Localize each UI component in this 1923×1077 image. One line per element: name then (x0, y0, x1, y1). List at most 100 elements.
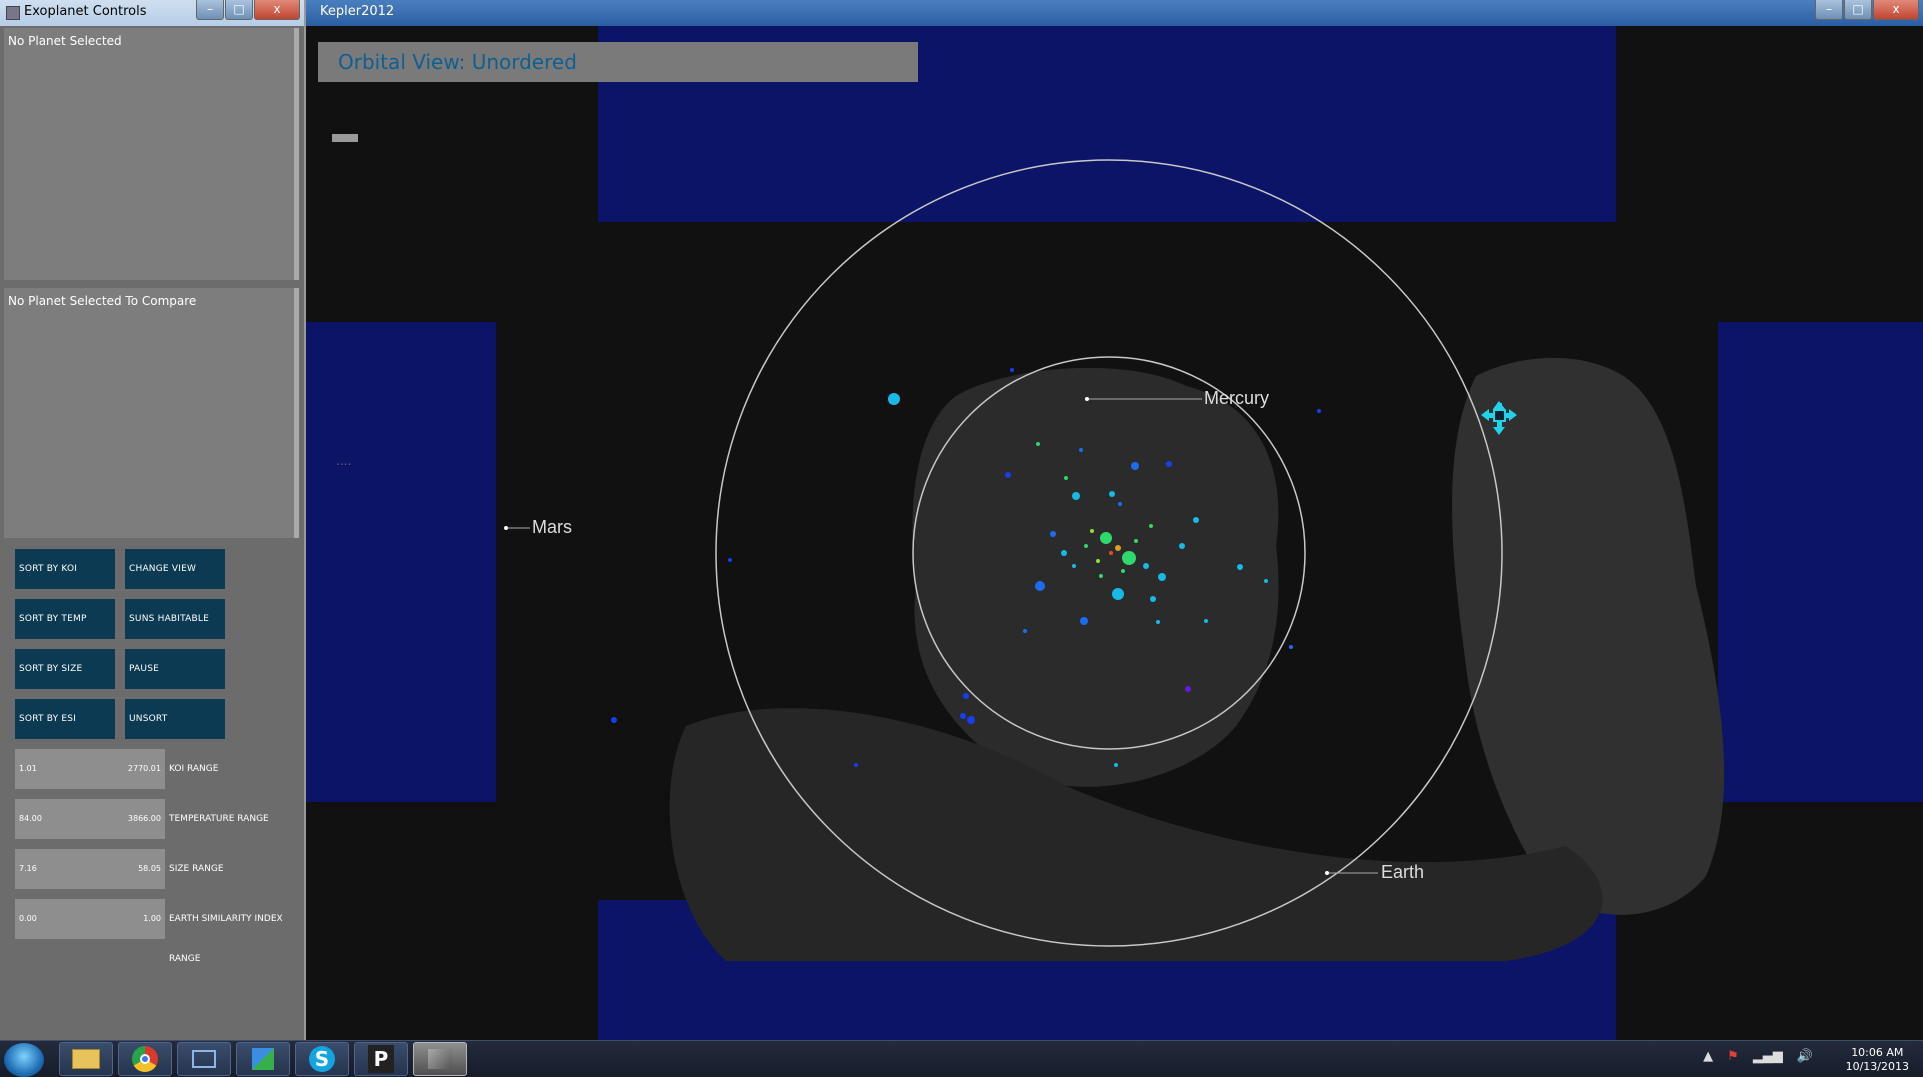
exoplanet-dot[interactable] (1079, 448, 1083, 452)
skype-icon[interactable]: S (295, 1042, 349, 1076)
mars-marker[interactable] (504, 526, 508, 530)
show-hidden-icons-icon[interactable]: ▲ (1703, 1049, 1714, 1064)
controls-titlebar[interactable]: Exoplanet Controls – □ x (0, 0, 304, 26)
exoplanet-dot[interactable] (1237, 564, 1243, 570)
exoplanet-dot[interactable] (1100, 532, 1112, 544)
temperature-range-slider[interactable]: 84.00 3866.00 (15, 799, 165, 839)
blue-panel-left (306, 322, 496, 802)
minimize-button[interactable]: – (196, 0, 224, 20)
mercury-marker[interactable] (1085, 397, 1089, 401)
exoplanet-dot[interactable] (1023, 629, 1027, 633)
esi-range-low: 0.00 (19, 914, 37, 923)
exoplanet-dot[interactable] (1050, 531, 1056, 537)
size-range-slider[interactable]: 7.16 58.05 (15, 849, 165, 889)
exoplanet-dot[interactable] (1158, 573, 1166, 581)
exoplanet-dot[interactable] (1193, 517, 1199, 523)
exoplanet-dot[interactable] (1166, 461, 1172, 467)
exoplanet-dot[interactable] (1143, 563, 1149, 569)
scrollbar[interactable] (294, 288, 299, 538)
exoplanet-dot[interactable] (1179, 543, 1185, 549)
exoplanet-dot[interactable] (1090, 529, 1094, 533)
sort-by-koi-button[interactable]: SORT BY KOI (15, 549, 115, 589)
main-titlebar[interactable]: Kepler2012 – □ x (306, 0, 1923, 26)
exoplanet-controls-window: Exoplanet Controls – □ x No Planet Selec… (0, 0, 306, 1040)
exoplanet-dot[interactable] (967, 716, 975, 724)
exoplanet-dot[interactable] (728, 558, 732, 562)
koi-range-slider[interactable]: 1.01 2770.01 (15, 749, 165, 789)
sort-by-size-button[interactable]: SORT BY SIZE (15, 649, 115, 689)
network-signal-icon[interactable]: ▂▄▆ (1752, 1049, 1783, 1064)
orbital-scene: Mercury Mars Earth (306, 26, 1923, 1040)
exoplanet-dot[interactable] (1149, 524, 1153, 528)
chrome-icon[interactable] (118, 1042, 172, 1076)
sort-by-temp-button[interactable]: SORT BY TEMP (15, 599, 115, 639)
exoplanet-dot[interactable] (1156, 620, 1160, 624)
background-cloud (912, 367, 1279, 787)
exoplanet-dot[interactable] (611, 717, 617, 723)
pause-button[interactable]: PAUSE (125, 649, 225, 689)
exoplanet-dot[interactable] (1084, 544, 1088, 548)
earth-label: Earth (1381, 862, 1424, 882)
exoplanet-dot[interactable] (1061, 550, 1067, 556)
exoplanet-dot[interactable] (1131, 462, 1139, 470)
exoplanet-dot[interactable] (1010, 368, 1014, 372)
volume-icon[interactable]: 🔊 (1796, 1049, 1813, 1064)
blue-panel-right (1718, 322, 1923, 802)
exoplanet-dot[interactable] (1317, 409, 1321, 413)
earth-marker[interactable] (1325, 871, 1329, 875)
habitable-zone-button[interactable]: SUNS HABITABLE ZONE (125, 599, 225, 664)
exoplanet-dot[interactable] (1072, 564, 1076, 568)
exoplanet-dot[interactable] (1005, 472, 1011, 478)
size-range-label: SIZE RANGE (169, 864, 224, 874)
scrollbar[interactable] (294, 28, 299, 280)
exoplanet-dot[interactable] (854, 763, 858, 767)
exoplanet-dot[interactable] (1264, 579, 1268, 583)
exoplanet-dot[interactable] (1109, 551, 1113, 555)
maximize-button[interactable]: □ (225, 0, 253, 20)
esi-range-slider[interactable]: 0.00 1.00 (15, 899, 165, 939)
outer-orbit-ring (715, 159, 1503, 947)
exoplanet-dot[interactable] (1035, 581, 1045, 591)
kepler-app-icon[interactable] (413, 1042, 467, 1076)
p-app-icon[interactable]: P (354, 1042, 408, 1076)
explorer-icon[interactable] (59, 1042, 113, 1076)
exoplanet-dot[interactable] (1114, 763, 1118, 767)
close-button[interactable]: x (1873, 0, 1919, 20)
clock[interactable]: 10:06 AM 10/13/2013 (1846, 1046, 1909, 1074)
network-icon[interactable] (177, 1042, 231, 1076)
action-center-flag-icon[interactable]: ⚑ (1727, 1049, 1739, 1064)
exoplanet-dot[interactable] (1112, 588, 1124, 600)
exoplanet-dot[interactable] (1150, 596, 1156, 602)
exoplanet-dot[interactable] (963, 693, 969, 699)
exoplanet-dot[interactable] (1118, 502, 1122, 506)
exoplanet-dot[interactable] (1185, 686, 1191, 692)
exoplanet-dot[interactable] (1064, 476, 1068, 480)
exoplanet-dot[interactable] (1099, 574, 1103, 578)
exoplanet-dot[interactable] (1122, 551, 1136, 565)
exoplanet-dot[interactable] (1096, 559, 1100, 563)
change-view-button[interactable]: CHANGE VIEW (125, 549, 225, 589)
minimize-button[interactable]: – (1815, 0, 1843, 20)
exoplanet-dot[interactable] (1109, 491, 1115, 497)
exoplanet-dot[interactable] (1072, 492, 1080, 500)
exoplanet-dot[interactable] (1289, 645, 1293, 649)
temperature-range-label: TEMPERATURE RANGE (169, 814, 269, 824)
start-button[interactable] (4, 1043, 44, 1077)
exoplanet-dot[interactable] (888, 393, 900, 405)
exoplanet-dot[interactable] (1115, 545, 1121, 551)
unsort-button[interactable]: UNSORT (125, 699, 225, 739)
windows-update-icon[interactable] (236, 1042, 290, 1076)
exoplanet-dot[interactable] (960, 713, 966, 719)
exoplanet-dot[interactable] (1204, 619, 1208, 623)
orbital-view-canvas[interactable]: Mercury Mars Earth Orbital View: Unorder… (306, 26, 1923, 1040)
maximize-button[interactable]: □ (1844, 0, 1872, 20)
exoplanet-dot[interactable] (1036, 442, 1040, 446)
exoplanet-dot[interactable] (1134, 539, 1138, 543)
exoplanet-dot[interactable] (1121, 569, 1125, 573)
close-button[interactable]: x (254, 0, 300, 20)
sort-by-esi-button[interactable]: SORT BY ESI (15, 699, 115, 739)
koi-range-low: 1.01 (19, 764, 37, 773)
exoplanet-dot[interactable] (1080, 617, 1088, 625)
kepler-main-window: Kepler2012 – □ x (306, 0, 1923, 1040)
main-title: Kepler2012 (320, 4, 395, 19)
